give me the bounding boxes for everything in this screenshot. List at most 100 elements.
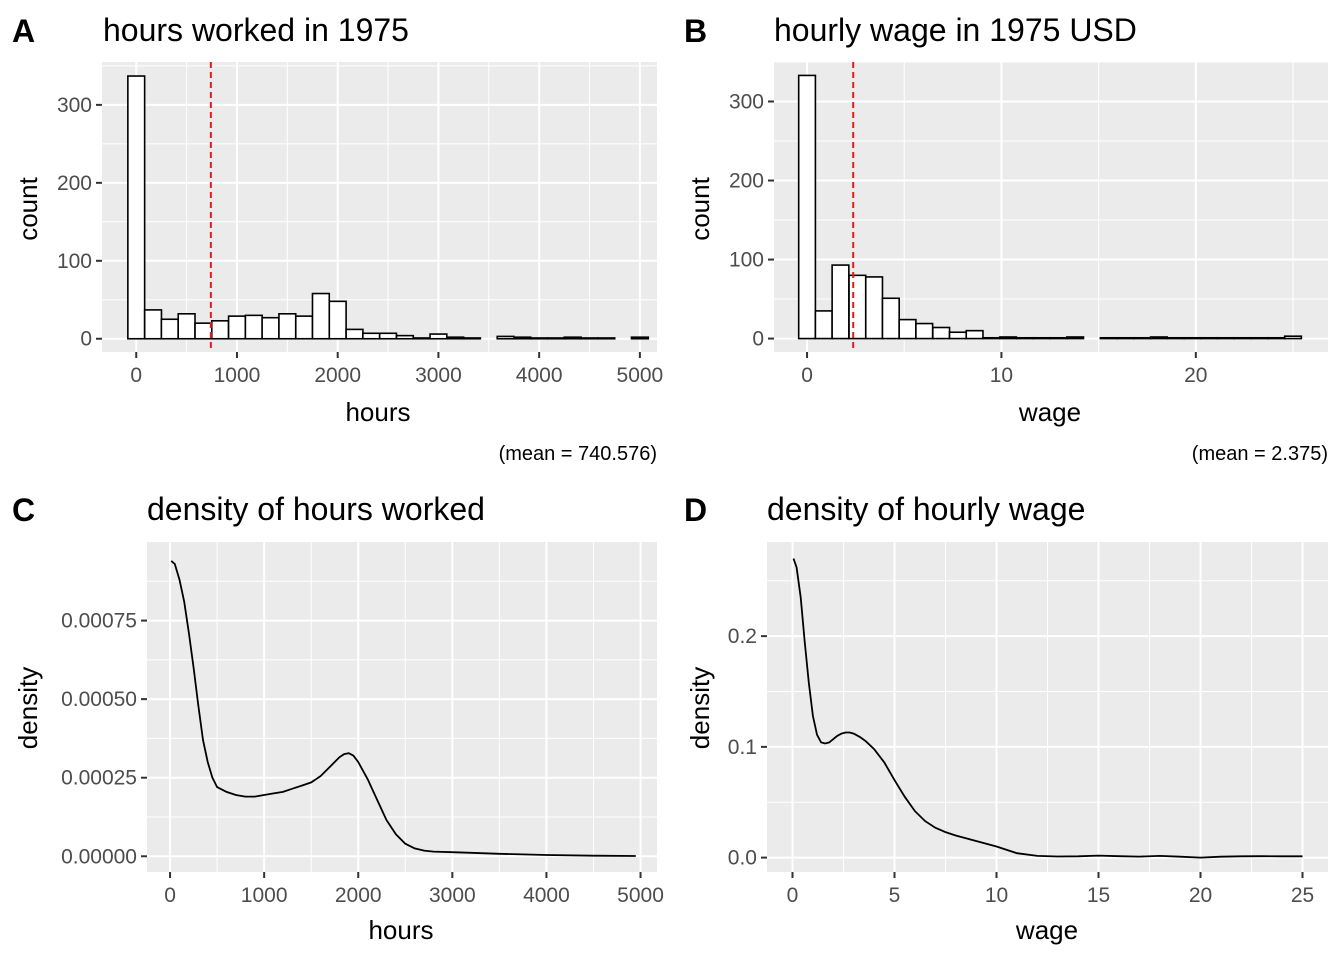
histogram-bar: [881, 297, 900, 340]
histogram-bar: [1233, 336, 1252, 340]
y-axis-label: density: [685, 667, 715, 749]
histogram-bar: [1015, 336, 1035, 340]
x-tick-label: 2000: [314, 364, 361, 387]
histogram-bar: [1099, 336, 1118, 340]
mean-caption: (mean = 740.576): [499, 443, 657, 465]
histogram-bar: [244, 314, 263, 340]
panel-tag: A: [12, 13, 35, 49]
histogram-bar: [1250, 336, 1269, 340]
density-curve: [792, 558, 1303, 859]
panel-tag: B: [684, 13, 707, 49]
x-tick-label: 0: [801, 364, 813, 387]
x-tick-label: 20: [1189, 884, 1212, 907]
x-axis-label: hours: [345, 397, 410, 427]
histogram-bar: [546, 337, 566, 340]
x-tick-label: 0: [164, 884, 176, 907]
histogram-bar: [1133, 336, 1152, 340]
histogram-bar: [227, 315, 247, 340]
panel-title: hours worked in 1975: [103, 12, 409, 48]
histogram-bar: [982, 336, 1001, 340]
x-tick-label: 20: [1184, 364, 1207, 387]
histogram-bar: [1267, 336, 1286, 340]
histogram-bar: [597, 337, 616, 340]
plot-area: 0 5 10 15 20 25 0.0 0.1 0.2: [728, 542, 1328, 907]
histogram-bar: [898, 318, 917, 340]
x-tick-label: 5000: [617, 364, 664, 387]
histogram-bar: [998, 336, 1018, 340]
y-tick-label: 300: [57, 94, 92, 117]
histogram-bar: [362, 332, 381, 340]
y-axis-label: count: [685, 176, 715, 240]
x-tick-label: 1000: [214, 364, 261, 387]
y-tick-label: 100: [729, 249, 764, 272]
y-tick-label: 0.00050: [61, 688, 137, 711]
histogram-bar: [848, 274, 867, 340]
x-axis-label: wage: [1018, 397, 1081, 427]
panel-title: density of hours worked: [147, 491, 485, 527]
density-curve: [170, 560, 636, 857]
y-tick-label: 300: [729, 91, 764, 114]
histogram-bar: [412, 337, 431, 340]
histogram-bar: [496, 335, 515, 340]
histogram-bar: [278, 313, 297, 340]
y-tick-label: 0.00075: [61, 610, 137, 633]
histogram-bar: [1283, 335, 1303, 340]
x-tick-label: 4000: [516, 364, 563, 387]
plot-area: 0 1000 2000 3000 4000 5000 0 100 200 300: [57, 62, 663, 387]
y-tick-label: 0.1: [728, 736, 757, 759]
x-tick-label: 4000: [523, 884, 570, 907]
histogram-bar: [1032, 336, 1051, 340]
histogram-bar: [513, 336, 532, 340]
histogram-bar: [563, 336, 582, 340]
histogram-bar: [462, 337, 482, 340]
panel-tag: C: [12, 492, 35, 528]
histogram-bar: [1216, 336, 1236, 340]
y-tick-label: 0.0: [728, 847, 757, 870]
panel-background: [147, 542, 657, 872]
y-tick-label: 200: [729, 170, 764, 193]
histogram-bar: [345, 328, 364, 340]
histogram-bar: [630, 336, 650, 340]
y-axis-label: count: [13, 176, 43, 240]
histogram-bar: [294, 315, 314, 340]
y-tick-label: 100: [57, 250, 92, 273]
histogram-bar: [1149, 336, 1169, 340]
histogram-bar: [143, 309, 163, 340]
y-tick-label: 0: [80, 328, 92, 351]
histogram-bar: [194, 322, 213, 340]
y-tick-label: 200: [57, 172, 92, 195]
histogram-bar: [1166, 336, 1185, 340]
histogram-bar: [797, 74, 817, 340]
x-tick-label: 10: [990, 364, 1013, 387]
panel-title: density of hourly wage: [767, 491, 1085, 527]
histogram-bar: [965, 329, 984, 340]
panel-a: A hours worked in 1975 0 1000 2000 3000 4000…: [12, 12, 663, 465]
histogram-bar: [864, 276, 884, 340]
histogram-bar: [378, 332, 398, 340]
x-tick-label: 0: [130, 364, 142, 387]
histogram-bar: [328, 300, 347, 340]
plot-area: 0 1000 2000 3000 4000 5000 0.00000 0.00025 0.000…: [61, 542, 664, 907]
histogram-bar: [915, 322, 934, 340]
x-tick-label: 2000: [335, 884, 382, 907]
y-tick-label: 0.00000: [61, 845, 137, 868]
histogram-bar: [446, 336, 465, 340]
histogram-bar: [261, 316, 280, 340]
y-tick-label: 0.00025: [61, 767, 137, 790]
x-tick-label: 0: [787, 884, 799, 907]
histogram-bar: [1183, 336, 1202, 340]
panel-c: C density of hours worked 0 1000 2000 3000 4…: [12, 491, 664, 945]
histogram-bar: [948, 331, 968, 340]
panel-b: B hourly wage in 1975 USD 0 10 20010020030…: [684, 12, 1328, 465]
panel-d: D density of hourly wage 0 5 10 15 20 25 0.0 0.…: [684, 491, 1328, 945]
y-tick-label: 0.2: [728, 625, 757, 648]
mean-caption: (mean = 2.375): [1192, 443, 1328, 465]
x-tick-label: 5000: [617, 884, 664, 907]
histogram-bar: [529, 337, 549, 340]
x-axis-label: hours: [368, 915, 433, 945]
histogram-bar: [160, 318, 179, 340]
histogram-bar: [429, 333, 448, 340]
histogram-bar: [311, 292, 331, 340]
histogram-bar: [1065, 336, 1085, 340]
